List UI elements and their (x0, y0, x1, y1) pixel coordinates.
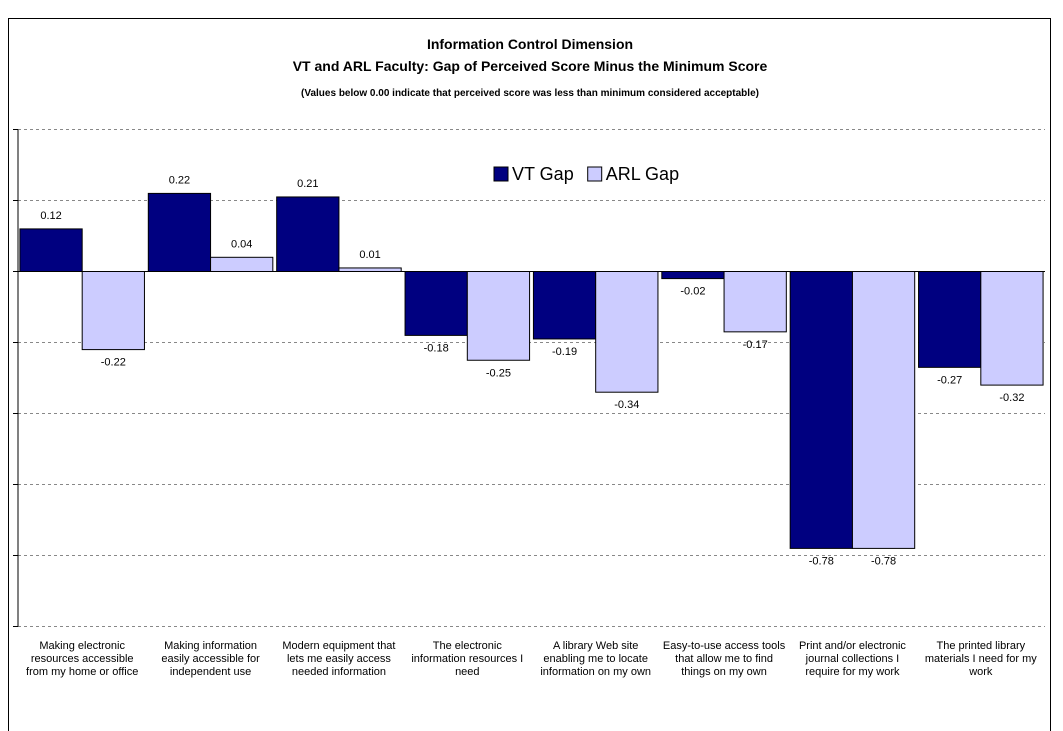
bar (276, 196, 340, 272)
x-tick-label: Modern equipment that lets me easily acc… (282, 639, 396, 678)
bar (723, 271, 787, 333)
data-label: 0.12 (40, 210, 61, 222)
x-tick-label: Print and/or electronic journal collecti… (798, 639, 906, 678)
data-label: -0.19 (552, 346, 577, 358)
bar (19, 228, 83, 272)
x-tick-label: Making electronic resources accessible f… (26, 639, 139, 678)
bar (851, 271, 916, 549)
chart-subtitle: VT and ARL Faculty: Gap of Perceived Sco… (293, 58, 768, 74)
bar (789, 271, 853, 549)
x-tick-label: The printed library materials I need for… (924, 639, 1037, 678)
data-label: 0.01 (359, 249, 380, 261)
x-tick-label: A library Web site enabling me to locate… (540, 639, 652, 678)
data-label: -0.78 (871, 555, 896, 567)
data-label: -0.22 (101, 357, 126, 369)
legend-swatch (493, 166, 509, 182)
bar (661, 271, 725, 280)
data-label: -0.27 (937, 374, 962, 386)
bar (81, 271, 145, 351)
legend-label: VT Gap (512, 164, 574, 184)
data-label: -0.02 (680, 286, 705, 298)
bar (980, 271, 1044, 386)
x-tick-label: The electronic information resources I n… (411, 639, 524, 678)
data-label: 0.22 (169, 174, 190, 186)
bar (595, 271, 659, 393)
legend-label: ARL Gap (606, 164, 679, 184)
bar (466, 271, 531, 361)
data-label: -0.25 (486, 367, 511, 379)
data-label: 0.21 (297, 178, 318, 190)
data-label: 0.04 (231, 238, 252, 250)
bar (918, 271, 982, 368)
bar (338, 267, 402, 273)
data-label: -0.32 (999, 392, 1024, 404)
data-label: -0.78 (809, 555, 834, 567)
x-tick-label: Easy-to-use access tools that allow me t… (662, 639, 786, 678)
chart-title: Information Control Dimension (427, 36, 633, 52)
data-label: -0.18 (424, 342, 449, 354)
legend-swatch (587, 166, 603, 182)
data-label: -0.34 (614, 399, 639, 411)
bar (532, 271, 597, 340)
x-tick-label: Making information easily accessible for… (161, 639, 260, 678)
chart-frame (8, 18, 1051, 731)
bar (147, 192, 212, 272)
annotation: (Values below 0.00 indicate that perceiv… (301, 88, 759, 99)
bar (210, 256, 274, 272)
bar (404, 271, 468, 336)
data-label: -0.17 (743, 339, 768, 351)
